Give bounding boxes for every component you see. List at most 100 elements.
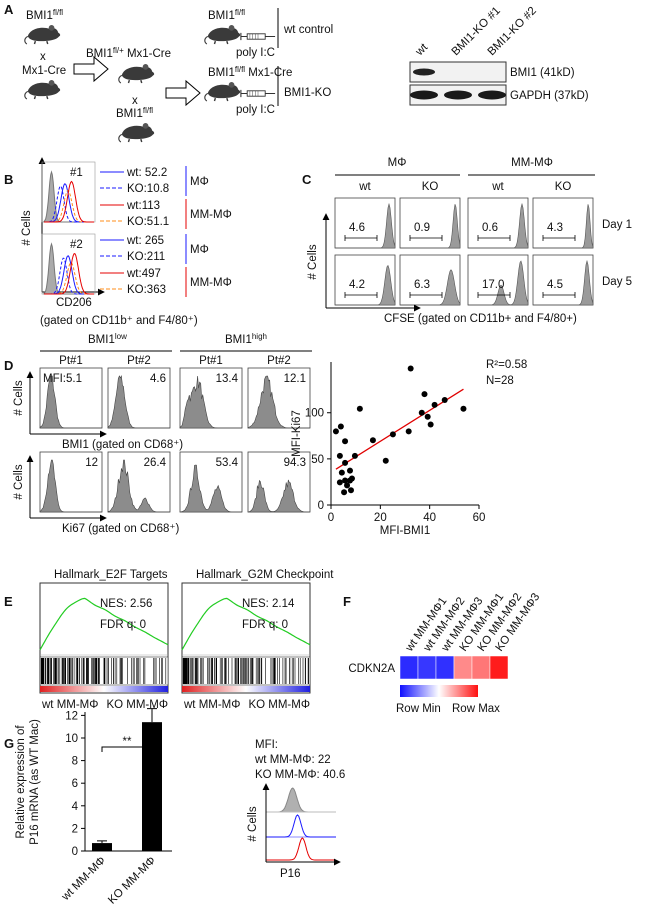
point xyxy=(341,489,348,496)
group-label: MΦ xyxy=(388,157,407,169)
histogram xyxy=(335,264,396,306)
label: Mx1-Cre xyxy=(22,65,66,77)
group-label: MM-MΦ xyxy=(190,209,232,221)
arrow xyxy=(165,79,201,107)
group-label: KO MM-MΦ xyxy=(106,699,168,711)
point xyxy=(337,423,344,430)
axis-label: CFSE (gated on CD11b+ and F4/80+) xyxy=(384,313,577,325)
histogram xyxy=(107,459,170,513)
genotype-label: BMI1fl/fl xyxy=(116,106,153,121)
legend-entry: wt: 52.2 xyxy=(126,167,167,179)
axis-label: # Cells xyxy=(13,380,25,415)
gene: BMI1 xyxy=(208,67,235,79)
heatmap-cell xyxy=(417,655,437,680)
x-tick-label: 60 xyxy=(473,512,486,524)
heatmap-cell xyxy=(471,655,491,680)
mouse-icon xyxy=(24,79,61,100)
color-scale xyxy=(400,685,478,697)
legend-entry: KO MM-MΦ: 40.6 xyxy=(255,769,345,781)
histogram xyxy=(44,262,94,295)
gene: BMI1 xyxy=(225,334,252,346)
bar xyxy=(92,843,112,851)
y-tick-label: 0 xyxy=(72,846,78,858)
statistic: NES: 2.56 xyxy=(100,598,152,610)
histogram xyxy=(266,814,336,838)
mfi-value: 12.1 xyxy=(284,373,306,385)
statistic: FDR q: 0 xyxy=(100,619,146,631)
point xyxy=(348,475,355,482)
point xyxy=(342,477,349,484)
gate-value: 4.3 xyxy=(547,222,563,234)
error-bar xyxy=(147,708,157,723)
panel-label: B xyxy=(4,172,13,187)
group-label: wt MM-MΦ xyxy=(41,699,98,711)
mouse-icon xyxy=(204,81,241,102)
mouse-icon xyxy=(204,24,241,45)
histogram xyxy=(400,269,461,306)
y-tick-label: 2 xyxy=(72,823,78,835)
histogram xyxy=(266,787,336,813)
x-tick-label: 40 xyxy=(423,512,436,524)
histogram xyxy=(44,253,94,295)
axis-label: Ki67 (gated on CD68⁺) xyxy=(62,523,179,535)
histogram xyxy=(247,375,310,429)
rank-strip xyxy=(40,686,168,692)
axis-label: # Cells xyxy=(247,806,259,841)
genotype-label: BMI1low xyxy=(88,332,127,347)
gate-value: 0.6 xyxy=(482,222,498,234)
mfi-value: 12 xyxy=(85,457,98,469)
panel-label: E xyxy=(4,594,13,609)
panel-label: G xyxy=(4,736,14,751)
x-tick-label: KO MM-MΦ xyxy=(106,855,158,907)
panel-label: D xyxy=(4,358,13,373)
axis-label: # Cells xyxy=(307,244,319,279)
statistic: FDR q: 0 xyxy=(242,619,288,631)
genotype-superscript: high xyxy=(252,332,267,341)
barcode xyxy=(40,658,167,684)
label: wt control xyxy=(283,24,333,36)
label: BMI1-KO xyxy=(284,87,331,99)
genotype-label: BMI1fl/fl Mx1-Cre xyxy=(208,65,292,80)
plot-title: Hallmark_G2M Checkpoint xyxy=(196,569,334,581)
y-tick-label: 0 xyxy=(318,500,324,512)
enrichment-curve xyxy=(39,597,169,651)
point xyxy=(382,457,389,464)
y-tick-label: 8 xyxy=(72,756,78,768)
band xyxy=(413,68,435,76)
genotype-label: BMI1fl/fl xyxy=(208,8,245,23)
legend-entry: wt MM-MΦ: 22 xyxy=(254,754,331,766)
mouse-icon xyxy=(118,122,155,143)
point xyxy=(342,459,349,466)
significance-bracket xyxy=(101,746,153,752)
point xyxy=(407,365,414,372)
row-label: CDKN2A xyxy=(348,663,395,675)
genotype-label: wt xyxy=(358,181,371,193)
point xyxy=(441,397,448,404)
point xyxy=(342,438,349,445)
genotype-superscript: fl/+ xyxy=(113,46,124,55)
sample-label: #1 xyxy=(70,167,83,179)
legend-entry: KO:211 xyxy=(127,251,165,263)
lane-label: wt xyxy=(413,41,431,59)
x-tick-label: 0 xyxy=(328,512,334,524)
band xyxy=(444,90,472,100)
histogram xyxy=(533,204,594,249)
axis-label: MFI-Ki67 xyxy=(291,410,303,457)
band-label: BMI1 (41kD) xyxy=(510,67,575,79)
mfi-value: 13.4 xyxy=(216,373,239,385)
axis-label: P16 mRNA (as WT Mac) xyxy=(29,719,41,845)
legend-entry: KO:51.1 xyxy=(127,216,169,228)
point xyxy=(346,467,353,474)
band xyxy=(478,90,506,100)
legend-entry: KO:10.8 xyxy=(127,183,169,195)
panel-label: C xyxy=(302,172,312,187)
mouse-icon xyxy=(118,63,155,84)
histogram xyxy=(179,464,242,513)
genotype-label: BMI1fl/fl xyxy=(26,8,63,23)
gate-value: 4.5 xyxy=(547,279,563,291)
gate-value: 17.0 xyxy=(482,279,504,291)
group-label: wt MM-MΦ xyxy=(183,699,240,711)
axis-label: MFI-BMI1 xyxy=(380,525,430,537)
label: poly I:C xyxy=(236,47,275,59)
